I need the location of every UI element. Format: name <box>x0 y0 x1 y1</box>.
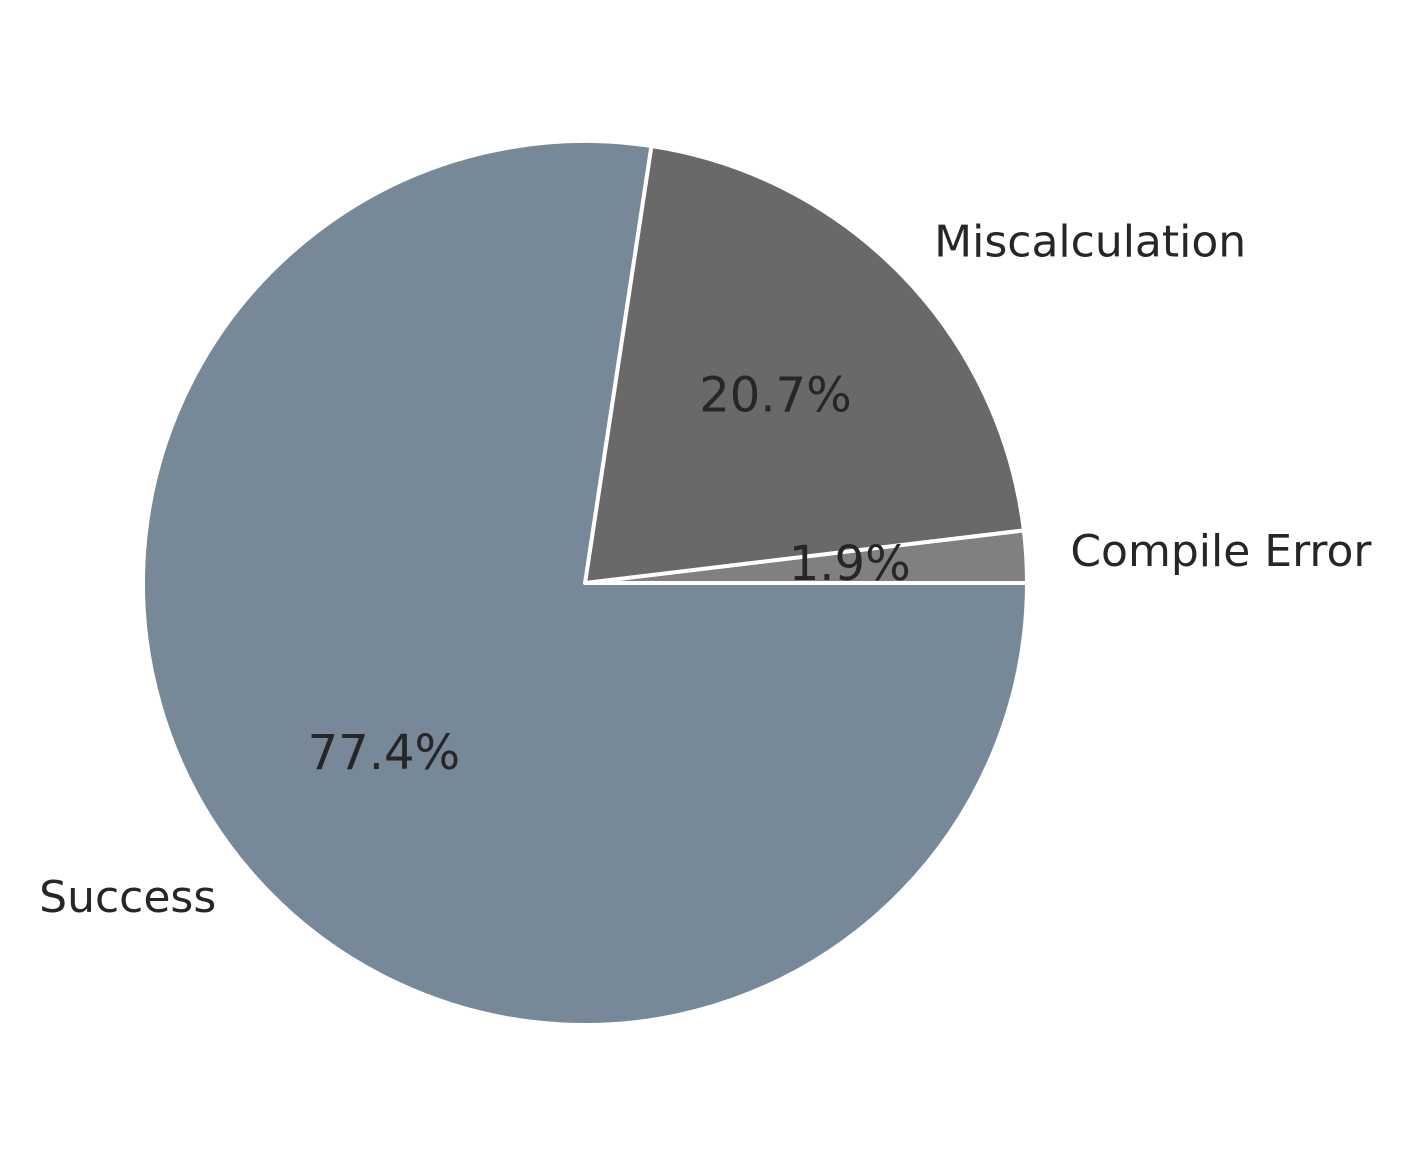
category-label-compile-error: Compile Error <box>1070 526 1372 577</box>
pie-slice-success <box>141 139 1029 1027</box>
percent-label-compile-error: 1.9% <box>789 536 911 592</box>
pie-labels: Compile Error 1.9% Miscalculation 20.7% Succ… <box>39 217 1372 923</box>
category-label-miscalculation: Miscalculation <box>934 217 1246 268</box>
category-label-success: Success <box>39 872 216 923</box>
pie-slice-miscalculation <box>583 144 1026 585</box>
percent-label-miscalculation: 20.7% <box>699 367 851 423</box>
percent-label-success: 77.4% <box>308 725 460 781</box>
pie-slices <box>141 139 1029 1027</box>
